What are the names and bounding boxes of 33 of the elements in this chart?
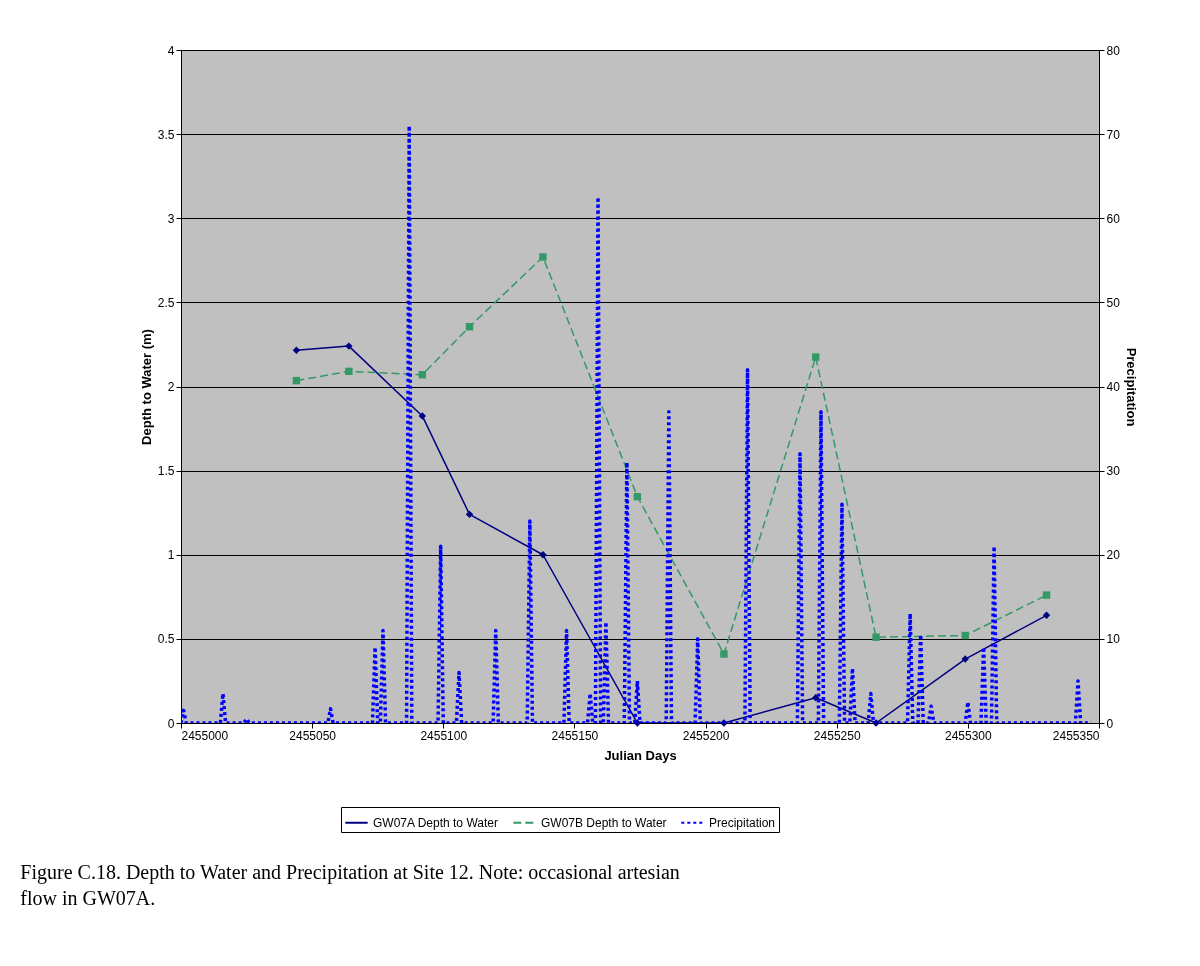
x-tick-label: 2455050: [289, 728, 337, 743]
y-tick-label: 3: [167, 211, 175, 226]
legend-label: GW07A Depth to Water: [373, 815, 498, 830]
legend-label: Precipitation: [709, 815, 776, 830]
x-axis-title: Julian Days: [604, 747, 677, 763]
y-tick-label: 1.5: [157, 464, 175, 479]
y-tick-label: 0: [167, 716, 175, 731]
legend-label: GW07B Depth to Water: [541, 815, 667, 830]
y-axis-title: Depth to Water (m): [138, 329, 154, 445]
y2-tick-label: 50: [1106, 295, 1121, 310]
x-tick-label: 2455100: [420, 728, 468, 743]
x-tick-label: 2455350: [1052, 728, 1100, 743]
y-tick-label: 0.5: [157, 632, 175, 647]
y2-tick-label: 80: [1106, 43, 1121, 58]
y2-tick-label: 70: [1106, 127, 1121, 142]
y2-tick-label: 40: [1106, 380, 1121, 394]
y-tick-label: 3.5: [157, 127, 175, 142]
x-tick-label: 2455000: [181, 728, 229, 743]
y2-tick-label: 30: [1106, 464, 1121, 479]
x-tick-label: 2455200: [682, 728, 730, 743]
y-tick-label: 2: [167, 380, 175, 394]
y2-tick-label: 20: [1106, 548, 1121, 563]
y2-axis-title: Precipitation: [1123, 347, 1139, 427]
y2-tick-label: 60: [1106, 211, 1121, 226]
y-tick-label: 2.5: [157, 295, 175, 310]
x-tick-label: 2455150: [551, 728, 599, 743]
y-tick-label: 4: [167, 43, 175, 58]
y-tick-label: 1: [167, 548, 175, 563]
text: Figure C.18. Depth to Water and Precipitation at Site 12. Note: occasional artesian flow in GW07A.: [20, 860, 680, 909]
y2-tick-label: 0: [1106, 716, 1114, 731]
x-tick-label: 2455250: [813, 728, 861, 743]
y2-tick-label: 10: [1106, 632, 1121, 647]
x-tick-label: 2455300: [945, 728, 993, 743]
